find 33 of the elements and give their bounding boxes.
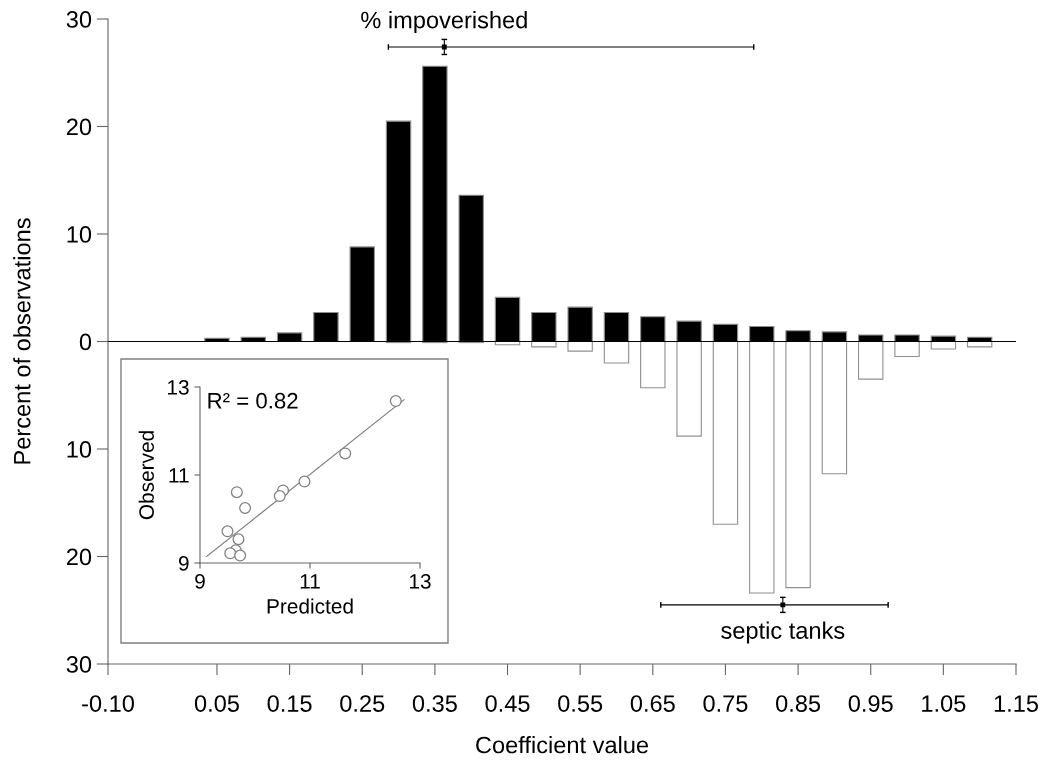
x-tick-label: 0.05 (194, 695, 239, 712)
y-tick-label: 30 (66, 656, 92, 673)
x-tick-label: 13 (410, 573, 431, 589)
x-tick-label: 0.25 (340, 695, 385, 712)
annotation: % impoverished (361, 11, 527, 34)
y-tick-label: 9 (178, 556, 189, 571)
y-tick-label: 0 (79, 333, 92, 351)
annotation: R² = 0.82 (208, 392, 298, 409)
y-tick-label: 30 (66, 11, 92, 28)
y-axis-title: Observed (138, 431, 154, 520)
x-tick-label: 0.75 (703, 695, 748, 712)
x-tick-label: 0.15 (267, 695, 312, 712)
y-axis-title: Percent of observations (13, 218, 31, 464)
x-tick-label: 0.95 (848, 695, 893, 712)
x-tick-label: 1.15 (994, 695, 1038, 712)
y-tick-label: 20 (66, 118, 92, 136)
x-tick-label: 0.45 (485, 695, 530, 712)
x-tick-label: -0.10 (82, 695, 134, 712)
x-tick-label: 0.55 (558, 695, 603, 712)
x-axis-title: Predicted (267, 598, 353, 614)
x-tick-label: 0.65 (630, 695, 675, 712)
x-tick-label: 1.05 (922, 695, 966, 712)
x-tick-label: 9 (195, 573, 205, 589)
annotation: septic tanks (721, 621, 845, 644)
x-tick-label: 0.85 (776, 695, 821, 712)
x-tick-label: 11 (300, 574, 320, 589)
x-tick-label: 0.35 (412, 695, 457, 712)
y-tick-label: 13 (168, 380, 189, 395)
y-tick-label: 20 (66, 548, 92, 566)
y-tick-label: 10 (67, 226, 92, 243)
x-axis-title: Coefficient value (476, 736, 649, 754)
y-tick-label: 10 (67, 441, 92, 458)
y-tick-label: 11 (169, 468, 189, 483)
